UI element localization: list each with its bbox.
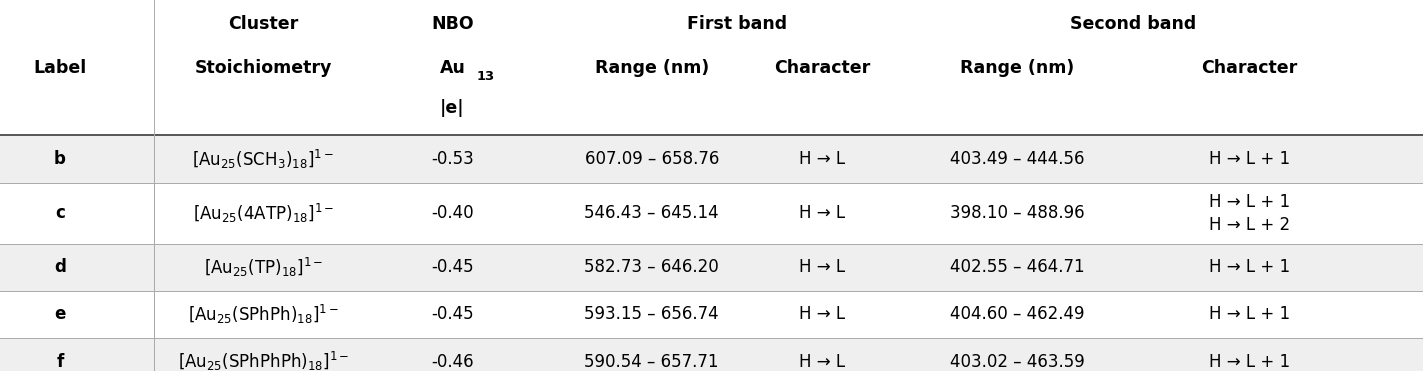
- Text: -0.45: -0.45: [431, 305, 474, 324]
- Text: Stoichiometry: Stoichiometry: [195, 59, 332, 77]
- Text: H → L + 1: H → L + 1: [1208, 193, 1291, 210]
- Bar: [0, 183, 1423, 244]
- Text: $\mathregular{[Au_{25}(SPhPhPh)_{18}]^{1-}}$: $\mathregular{[Au_{25}(SPhPhPh)_{18}]^{1…: [178, 350, 349, 371]
- Text: 402.55 – 464.71: 402.55 – 464.71: [951, 258, 1084, 276]
- Text: 404.60 – 462.49: 404.60 – 462.49: [951, 305, 1084, 324]
- Text: e: e: [54, 305, 65, 324]
- Text: H → L: H → L: [800, 305, 845, 324]
- Text: Range (nm): Range (nm): [961, 59, 1074, 77]
- Text: H → L + 1: H → L + 1: [1208, 150, 1291, 168]
- Text: Au: Au: [440, 59, 465, 77]
- Text: 403.02 – 463.59: 403.02 – 463.59: [951, 352, 1084, 371]
- Text: 546.43 – 645.14: 546.43 – 645.14: [585, 204, 719, 222]
- Text: 607.09 – 658.76: 607.09 – 658.76: [585, 150, 719, 168]
- Text: f: f: [55, 352, 64, 371]
- Bar: [0, 0, 1423, 135]
- Text: H → L: H → L: [800, 352, 845, 371]
- Text: $\mathregular{[Au_{25}(SCH_{3})_{18}]^{1-}}$: $\mathregular{[Au_{25}(SCH_{3})_{18}]^{1…: [192, 147, 334, 171]
- Text: Second band: Second band: [1070, 15, 1197, 33]
- Text: Cluster: Cluster: [228, 15, 299, 33]
- Text: Character: Character: [774, 59, 871, 77]
- Text: Label: Label: [33, 59, 87, 77]
- Text: H → L + 1: H → L + 1: [1208, 305, 1291, 324]
- Text: $\mathregular{[Au_{25}(TP)_{18}]^{1-}}$: $\mathregular{[Au_{25}(TP)_{18}]^{1-}}$: [203, 256, 323, 279]
- Text: 13: 13: [477, 70, 495, 83]
- Text: H → L: H → L: [800, 258, 845, 276]
- Text: NBO: NBO: [431, 15, 474, 33]
- Bar: [0, 338, 1423, 371]
- Text: H → L + 2: H → L + 2: [1208, 216, 1291, 234]
- Text: |e|: |e|: [440, 99, 465, 117]
- Text: 590.54 – 657.71: 590.54 – 657.71: [585, 352, 719, 371]
- Text: 403.49 – 444.56: 403.49 – 444.56: [951, 150, 1084, 168]
- Text: H → L: H → L: [800, 150, 845, 168]
- Text: Character: Character: [1201, 59, 1298, 77]
- Text: -0.45: -0.45: [431, 258, 474, 276]
- Bar: [0, 135, 1423, 183]
- Text: $\mathregular{[Au_{25}(SPhPh)_{18}]^{1-}}$: $\mathregular{[Au_{25}(SPhPh)_{18}]^{1-}…: [188, 303, 339, 326]
- Bar: [0, 291, 1423, 338]
- Text: H → L + 1: H → L + 1: [1208, 258, 1291, 276]
- Text: H → L + 1: H → L + 1: [1208, 352, 1291, 371]
- Text: $\mathregular{[Au_{25}(4ATP)_{18}]^{1-}}$: $\mathregular{[Au_{25}(4ATP)_{18}]^{1-}}…: [192, 201, 334, 225]
- Text: d: d: [54, 258, 65, 276]
- Text: First band: First band: [687, 15, 787, 33]
- Bar: [0, 244, 1423, 291]
- Text: H → L: H → L: [800, 204, 845, 222]
- Text: 593.15 – 656.74: 593.15 – 656.74: [585, 305, 719, 324]
- Text: Range (nm): Range (nm): [595, 59, 709, 77]
- Text: 582.73 – 646.20: 582.73 – 646.20: [585, 258, 719, 276]
- Text: 398.10 – 488.96: 398.10 – 488.96: [951, 204, 1084, 222]
- Text: c: c: [55, 204, 64, 222]
- Text: -0.53: -0.53: [431, 150, 474, 168]
- Text: -0.40: -0.40: [431, 204, 474, 222]
- Text: -0.46: -0.46: [431, 352, 474, 371]
- Text: b: b: [54, 150, 65, 168]
